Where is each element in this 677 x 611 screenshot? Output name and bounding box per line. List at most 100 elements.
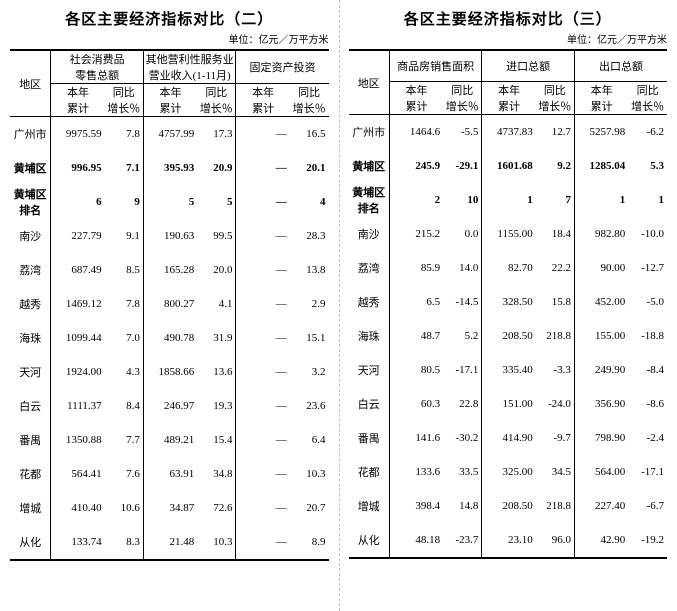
cell-value: 395.93 <box>143 151 197 185</box>
table-row: 越秀6.5-14.5328.5015.8452.00-5.0 <box>349 285 668 319</box>
cell-value: — <box>236 151 290 185</box>
page-title: 各区主要经济指标对比（二） <box>10 8 329 29</box>
cell-value: 490.78 <box>143 321 197 355</box>
cell-value: 90.00 <box>574 251 628 285</box>
col-group: 商品房销售面积 <box>389 50 482 82</box>
cell-value: 398.4 <box>389 489 443 523</box>
cell-value: — <box>236 321 290 355</box>
cell-value: 10 <box>443 183 482 217</box>
cell-value: 325.00 <box>482 455 536 489</box>
cell-value: 800.27 <box>143 287 197 321</box>
col-sub-yoy: 同比增长％ <box>290 84 329 117</box>
cell-value: 1601.68 <box>482 149 536 183</box>
cell-value: 2.9 <box>290 287 329 321</box>
cell-value: 1 <box>574 183 628 217</box>
table-row: 南沙227.799.1190.6399.5—28.3 <box>10 219 329 253</box>
cell-value: 1 <box>482 183 536 217</box>
cell-value: -29.1 <box>443 149 482 183</box>
cell-value: 155.00 <box>574 319 628 353</box>
cell-value: 5 <box>197 185 236 219</box>
cell-value: 151.00 <box>482 387 536 421</box>
cell-region: 花都 <box>10 457 51 491</box>
cell-region: 荔湾 <box>349 251 390 285</box>
cell-value: 72.6 <box>197 491 236 525</box>
table-row: 白云1111.378.4246.9719.3—23.6 <box>10 389 329 423</box>
cell-value: 63.91 <box>143 457 197 491</box>
cell-value: 12.7 <box>536 115 575 150</box>
table-row: 黄埔区996.957.1395.9320.9—20.1 <box>10 151 329 185</box>
col-sub-acc: 本年累计 <box>236 84 290 117</box>
cell-value: 34.5 <box>536 455 575 489</box>
cell-value: 4737.83 <box>482 115 536 150</box>
cell-region: 黄埔区 <box>10 151 51 185</box>
cell-value: 414.90 <box>482 421 536 455</box>
cell-value: 10.3 <box>290 457 329 491</box>
cell-value: 6.5 <box>389 285 443 319</box>
cell-value: 20.1 <box>290 151 329 185</box>
cell-value: 14.0 <box>443 251 482 285</box>
cell-value: 20.9 <box>197 151 236 185</box>
cell-value: 798.90 <box>574 421 628 455</box>
table-row: 从化48.18-23.723.1096.042.90-19.2 <box>349 523 668 558</box>
cell-region: 白云 <box>349 387 390 421</box>
cell-value: 452.00 <box>574 285 628 319</box>
page-title: 各区主要经济指标对比（三） <box>349 8 668 29</box>
cell-value: 18.4 <box>536 217 575 251</box>
cell-value: 10.6 <box>105 491 144 525</box>
cell-value: 218.8 <box>536 489 575 523</box>
cell-value: — <box>236 287 290 321</box>
cell-value: 7.0 <box>105 321 144 355</box>
cell-value: 141.6 <box>389 421 443 455</box>
table-row: 花都564.417.663.9134.8—10.3 <box>10 457 329 491</box>
cell-region: 南沙 <box>10 219 51 253</box>
cell-region: 荔湾 <box>10 253 51 287</box>
cell-value: -6.7 <box>628 489 667 523</box>
col-sub-acc: 本年累计 <box>574 82 628 115</box>
cell-region: 从化 <box>349 523 390 558</box>
cell-value: 7.7 <box>105 423 144 457</box>
cell-value: 564.00 <box>574 455 628 489</box>
unit-label: 单位：亿元／万平方米 <box>349 31 668 46</box>
cell-value: 34.8 <box>197 457 236 491</box>
cell-region: 番禺 <box>349 421 390 455</box>
table-row: 黄埔区排名2101711 <box>349 183 668 217</box>
cell-value: — <box>236 355 290 389</box>
col-group: 社会消费品零售总额 <box>51 50 144 84</box>
cell-value: 1350.88 <box>51 423 105 457</box>
table-row: 黄埔区排名6955—4 <box>10 185 329 219</box>
cell-value: 215.2 <box>389 217 443 251</box>
cell-value: 687.49 <box>51 253 105 287</box>
col-sub-yoy: 同比增长％ <box>628 82 667 115</box>
table-row: 从化133.748.321.4810.3—8.9 <box>10 525 329 560</box>
cell-value: 1099.44 <box>51 321 105 355</box>
data-table: 地区商品房销售面积进口总额出口总额本年累计同比增长％本年累计同比增长％本年累计同… <box>349 49 668 559</box>
cell-value: — <box>236 423 290 457</box>
cell-value: -3.3 <box>536 353 575 387</box>
cell-value: -17.1 <box>443 353 482 387</box>
table-row: 海珠48.75.2208.50218.8155.00-18.8 <box>349 319 668 353</box>
col-group: 进口总额 <box>482 50 575 82</box>
cell-value: 227.40 <box>574 489 628 523</box>
cell-value: 42.90 <box>574 523 628 558</box>
cell-value: 7.6 <box>105 457 144 491</box>
table-row: 荔湾687.498.5165.2820.0—13.8 <box>10 253 329 287</box>
cell-value: 5 <box>143 185 197 219</box>
cell-value: 1285.04 <box>574 149 628 183</box>
cell-value: 48.7 <box>389 319 443 353</box>
cell-region: 黄埔区排名 <box>349 183 390 217</box>
cell-value: 6 <box>51 185 105 219</box>
cell-value: -9.7 <box>536 421 575 455</box>
cell-value: 13.8 <box>290 253 329 287</box>
cell-value: -12.7 <box>628 251 667 285</box>
cell-value: 28.3 <box>290 219 329 253</box>
col-region: 地区 <box>349 50 390 115</box>
cell-value: 99.5 <box>197 219 236 253</box>
cell-value: 20.0 <box>197 253 236 287</box>
cell-value: -5.5 <box>443 115 482 150</box>
col-group: 其他营利性服务业营业收入(1-11月) <box>143 50 236 84</box>
cell-value: — <box>236 185 290 219</box>
cell-value: 8.5 <box>105 253 144 287</box>
cell-region: 白云 <box>10 389 51 423</box>
col-group: 出口总额 <box>574 50 667 82</box>
cell-value: 410.40 <box>51 491 105 525</box>
